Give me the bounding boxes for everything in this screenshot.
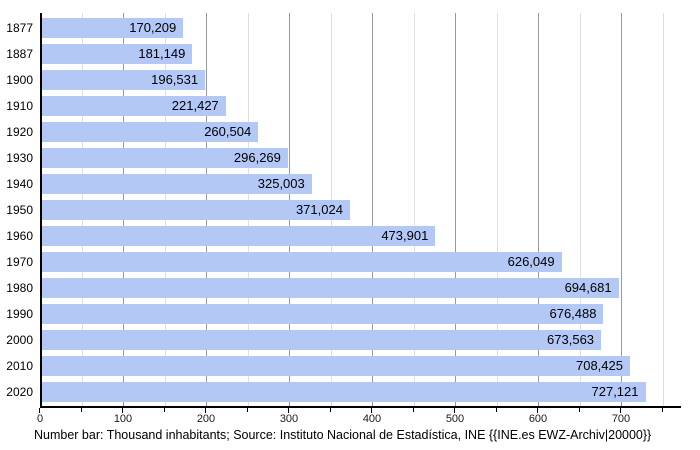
- minor-gridline: [413, 13, 415, 406]
- bar-1940: 325,003: [42, 174, 312, 194]
- minor-tick: [329, 408, 331, 412]
- major-tick: [122, 408, 123, 413]
- major-tick: [205, 408, 206, 413]
- major-gridline: [621, 13, 622, 406]
- bar-value-label: 694,681: [564, 280, 612, 295]
- bar-2020: 727,121: [42, 382, 646, 402]
- major-tick: [537, 408, 538, 413]
- bar-1910: 221,427: [42, 96, 226, 116]
- x-tick-label-600: 600: [528, 413, 548, 425]
- bar-1877: 170,209: [42, 18, 184, 38]
- minor-gridline: [662, 13, 664, 406]
- year-label-1920: 1920: [6, 125, 33, 139]
- bar-1990: 676,488: [42, 304, 604, 324]
- bar-value-label: 170,209: [129, 20, 177, 35]
- plot-area: 170,209 181,149 196,531 221,427 260,504 296,2…: [40, 13, 681, 408]
- bar-value-label: 473,901: [381, 228, 429, 243]
- year-label-1970: 1970: [6, 255, 33, 269]
- minor-tick: [495, 408, 497, 412]
- bar-value-label: 196,531: [151, 72, 199, 87]
- major-tick: [454, 408, 455, 413]
- minor-tick: [578, 408, 580, 412]
- bar-value-label: 296,269: [233, 150, 281, 165]
- minor-gridline: [496, 13, 498, 406]
- bar-1900: 196,531: [42, 70, 206, 90]
- bar-1920: 260,504: [42, 122, 259, 142]
- bar-value-label: 371,024: [295, 202, 343, 217]
- x-tick-label-700: 700: [611, 413, 631, 425]
- minor-tick: [80, 408, 82, 412]
- major-tick: [620, 408, 621, 413]
- bar-1950: 371,024: [42, 200, 350, 220]
- bar-2000: 673,563: [42, 330, 602, 350]
- bar-2010: 708,425: [42, 356, 630, 376]
- bar-value-label: 181,149: [138, 46, 186, 61]
- major-gridline: [455, 13, 456, 406]
- minor-tick: [163, 408, 165, 412]
- chart-caption: Number bar: Thousand inhabitants; Source…: [34, 428, 652, 442]
- year-label-1940: 1940: [6, 177, 33, 191]
- bar-1930: 296,269: [42, 148, 288, 168]
- major-tick: [371, 408, 372, 413]
- major-tick: [39, 408, 40, 413]
- bar-value-label: 325,003: [257, 176, 305, 191]
- x-tick-label-500: 500: [445, 413, 465, 425]
- year-label-2010: 2010: [6, 359, 33, 373]
- year-label-2020: 2020: [6, 385, 33, 399]
- year-label-1877: 1877: [6, 21, 33, 35]
- year-label-2000: 2000: [6, 333, 33, 347]
- major-gridline: [372, 13, 373, 406]
- bar-value-label: 260,504: [204, 124, 252, 139]
- bar-value-label: 626,049: [507, 254, 555, 269]
- bar-1887: 181,149: [42, 44, 193, 64]
- year-label-1990: 1990: [6, 307, 33, 321]
- year-label-1960: 1960: [6, 229, 33, 243]
- major-gridline: [538, 13, 539, 406]
- minor-tick: [661, 408, 663, 412]
- bar-1960: 473,901: [42, 226, 436, 246]
- bar-value-label: 221,427: [171, 98, 219, 113]
- bar-value-label: 727,121: [591, 384, 639, 399]
- year-label-1910: 1910: [6, 99, 33, 113]
- bar-value-label: 673,563: [547, 332, 595, 347]
- year-label-1980: 1980: [6, 281, 33, 295]
- minor-tick: [412, 408, 414, 412]
- major-tick: [288, 408, 289, 413]
- x-tick-label-0: 0: [36, 413, 44, 425]
- year-label-1887: 1887: [6, 47, 33, 61]
- minor-gridline: [579, 13, 581, 406]
- x-tick-label-400: 400: [362, 413, 382, 425]
- x-tick-label-100: 100: [113, 413, 133, 425]
- x-tick-label-300: 300: [279, 413, 299, 425]
- bar-1970: 626,049: [42, 252, 562, 272]
- bar-value-label: 708,425: [575, 358, 623, 373]
- bar-1980: 694,681: [42, 278, 619, 298]
- year-label-1930: 1930: [6, 151, 33, 165]
- year-label-1900: 1900: [6, 73, 33, 87]
- year-label-1950: 1950: [6, 203, 33, 217]
- bar-value-label: 676,488: [549, 306, 597, 321]
- minor-tick: [246, 408, 248, 412]
- x-tick-label-200: 200: [196, 413, 216, 425]
